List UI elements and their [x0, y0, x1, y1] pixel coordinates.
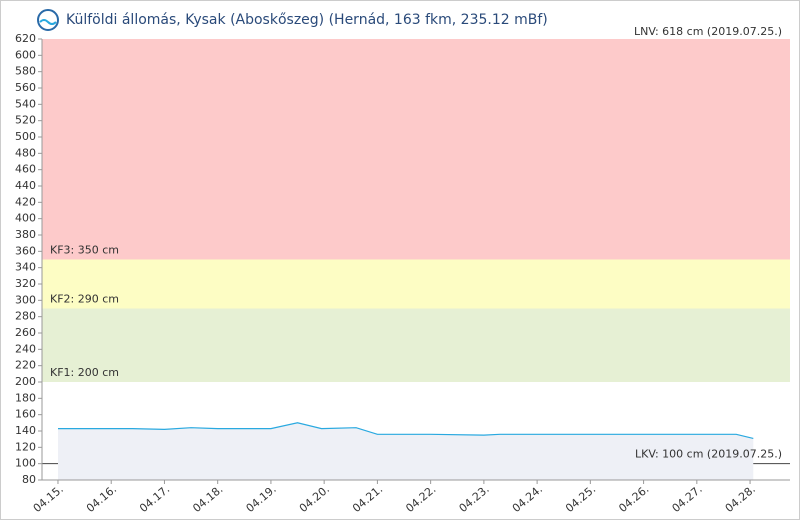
- y-tick-label: 320: [15, 277, 36, 290]
- y-tick-label: 440: [15, 179, 36, 192]
- y-tick-label: 620: [15, 32, 36, 45]
- area: [57, 422, 754, 480]
- y-tick-label: 80: [22, 473, 36, 486]
- chart-title: Külföldi állomás, Kysak (Aboskőszeg) (He…: [66, 12, 548, 28]
- threshold-label: KF1: 200 cm: [50, 366, 119, 379]
- y-tick-label: 240: [15, 342, 36, 355]
- y-tick-label: 520: [15, 114, 36, 127]
- y-tick-label: 560: [15, 81, 36, 94]
- y-tick-label: 600: [15, 48, 36, 61]
- y-tick-label: 100: [15, 457, 36, 470]
- y-tick-label: 300: [15, 293, 36, 306]
- y-tick-label: 340: [15, 261, 36, 274]
- line: [58, 422, 754, 439]
- y-tick-label: 420: [15, 195, 36, 208]
- y-tick-label: 200: [15, 375, 36, 388]
- y-tick-label: 260: [15, 326, 36, 339]
- y-tick-label: 400: [15, 212, 36, 225]
- y-tick-label: 460: [15, 163, 36, 176]
- threshold-band: [42, 259, 790, 309]
- threshold-label: KF2: 290 cm: [50, 293, 119, 306]
- y-tick-label: 220: [15, 359, 36, 372]
- threshold-band: [42, 39, 790, 260]
- y-tick-label: 380: [15, 228, 36, 241]
- y-tick-label: 580: [15, 65, 36, 78]
- y-tick-label: 540: [15, 97, 36, 110]
- y-tick-label: 480: [15, 146, 36, 159]
- y-tick-label: 120: [15, 440, 36, 453]
- y-tick-label: 500: [15, 130, 36, 143]
- y-tick-label: 160: [15, 408, 36, 421]
- logo: [37, 9, 59, 31]
- lnv-label: LNV: 618 cm (2019.07.25.): [634, 25, 782, 38]
- lkv-label: LKV: 100 cm (2019.07.25.): [635, 448, 782, 461]
- y-tick-label: 140: [15, 424, 36, 437]
- y-tick-label: 360: [15, 244, 36, 257]
- threshold-band: [42, 308, 790, 382]
- threshold-label: KF3: 350 cm: [50, 244, 119, 257]
- y-tick-label: 180: [15, 391, 36, 404]
- y-tick-label: 280: [15, 310, 36, 323]
